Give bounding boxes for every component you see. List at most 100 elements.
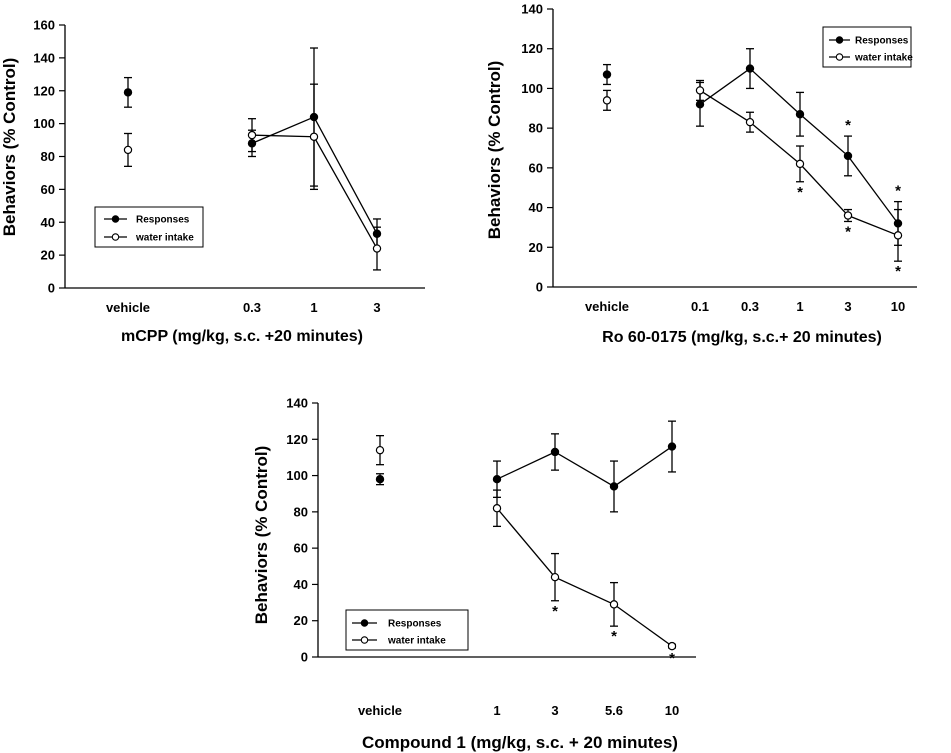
y-tick-label: 160 — [33, 18, 55, 33]
y-tick-label: 140 — [521, 2, 543, 17]
x-tick-label: 3 — [551, 703, 558, 718]
chart-mcpp: 0 20 40 60 80 100 120 140 160 vehicle 0.3 1 3 mCPP (m… — [0, 18, 425, 345]
series-water-intake: * * * — [602, 79, 903, 280]
legend-label: water intake — [387, 636, 446, 647]
y-tick-label: 100 — [286, 468, 308, 483]
y-tick-label: 140 — [286, 396, 308, 411]
significance-star: * — [552, 603, 558, 620]
y-tick-label: 60 — [41, 182, 55, 197]
y-tick-label: 80 — [294, 504, 308, 519]
open-point — [247, 130, 257, 140]
x-tick-label: 1 — [796, 299, 803, 314]
y-axis-title: Behaviors (% Control) — [252, 446, 271, 625]
x-axis-title: Compound 1 (mg/kg, s.c. + 20 minutes) — [362, 733, 678, 752]
series-water-intake: * * * — [375, 435, 677, 667]
open-point — [667, 641, 677, 651]
x-tick-label: vehicle — [585, 299, 629, 314]
series-responses — [375, 420, 677, 513]
filled-point — [843, 151, 853, 161]
open-point — [372, 244, 382, 253]
y-tick-label: 0 — [48, 281, 55, 296]
filled-point — [609, 482, 619, 491]
y-tick-label: 80 — [529, 121, 543, 136]
significance-star: * — [797, 184, 803, 201]
legend-box — [94, 206, 204, 248]
x-axis-title: Ro 60-0175 (mg/kg, s.c.+ 20 minutes) — [602, 329, 882, 346]
filled-point — [602, 70, 612, 79]
y-tick-label: 140 — [33, 50, 55, 65]
filled-point — [745, 64, 755, 73]
filled-point — [667, 442, 677, 451]
y-tick-label: 80 — [41, 149, 55, 164]
open-point — [309, 132, 319, 141]
filled-point — [795, 110, 805, 119]
series-line — [496, 446, 673, 488]
legend-filled-marker — [111, 215, 120, 223]
legend-filled-marker — [360, 619, 369, 627]
legend-label: Responses — [388, 619, 442, 630]
open-point — [893, 231, 903, 240]
open-point — [745, 117, 755, 127]
legend-label: Responses — [136, 215, 190, 226]
open-point — [795, 159, 805, 169]
legend-open-marker — [360, 636, 369, 644]
legend: Responses water intake — [94, 206, 204, 248]
legend-label: water intake — [135, 233, 194, 244]
y-tick-label: 0 — [536, 280, 543, 295]
open-point — [602, 96, 612, 105]
x-tick-label: 0.3 — [243, 300, 261, 315]
y-axis-title: Behaviors (% Control) — [0, 58, 19, 237]
x-tick-label: vehicle — [106, 300, 150, 315]
y-tick-label: 0 — [301, 650, 308, 665]
y-tick-label: 60 — [294, 541, 308, 556]
open-point — [609, 600, 619, 609]
x-tick-label: 10 — [665, 703, 679, 718]
y-tick-label: 100 — [33, 116, 55, 131]
x-tick-label: 1 — [310, 300, 317, 315]
x-tick-label: vehicle — [358, 703, 402, 718]
significance-star: * — [845, 223, 851, 240]
filled-point — [695, 100, 705, 109]
significance-star: * — [669, 650, 675, 667]
y-tick-label: 60 — [529, 160, 543, 175]
y-tick-label: 20 — [294, 613, 308, 628]
filled-point — [375, 475, 385, 484]
x-axis-title: mCPP (mg/kg, s.c. +20 minutes) — [121, 328, 363, 345]
x-tick-label: 0.1 — [691, 299, 709, 314]
x-tick-label: 3 — [373, 300, 380, 315]
open-point — [843, 211, 853, 220]
legend-box — [345, 609, 469, 651]
filled-point — [492, 475, 502, 484]
series-water-intake — [123, 83, 382, 271]
y-tick-label: 40 — [294, 577, 308, 592]
open-point — [695, 86, 705, 95]
open-point — [550, 572, 560, 582]
y-tick-label: 120 — [286, 432, 308, 447]
series-line — [496, 507, 673, 647]
legend-box — [822, 26, 912, 68]
legend-open-marker — [835, 53, 844, 61]
x-tick-label: 5.6 — [605, 703, 623, 718]
legend: Responses water intake — [822, 26, 913, 68]
x-tick-label: 0.3 — [741, 299, 759, 314]
x-tick-label: 10 — [891, 299, 905, 314]
open-point — [375, 445, 385, 455]
significance-star: * — [845, 117, 851, 134]
y-tick-label: 20 — [529, 240, 543, 255]
open-point — [123, 145, 133, 155]
y-axis-title: Behaviors (% Control) — [485, 61, 504, 240]
y-tick-label: 40 — [41, 215, 55, 230]
filled-point — [123, 88, 133, 97]
x-tick-label: 1 — [493, 703, 500, 718]
x-tick-label: 3 — [844, 299, 851, 314]
chart-compound1: 0 20 40 60 80 100 120 140 vehicle 1 3 5.6 10 Compound… — [252, 396, 696, 752]
series-responses: ** — [602, 48, 903, 246]
chart-ro600175: 0 20 40 60 80 100 120 140 vehicle 0.1 0.3 1 3 10 Ro 60… — [485, 2, 917, 346]
y-tick-label: 120 — [33, 83, 55, 98]
y-tick-label: 20 — [41, 248, 55, 263]
legend-open-marker — [111, 233, 120, 241]
significance-star: * — [611, 628, 617, 645]
y-tick-label: 100 — [521, 81, 543, 96]
legend-label: water intake — [854, 53, 913, 64]
